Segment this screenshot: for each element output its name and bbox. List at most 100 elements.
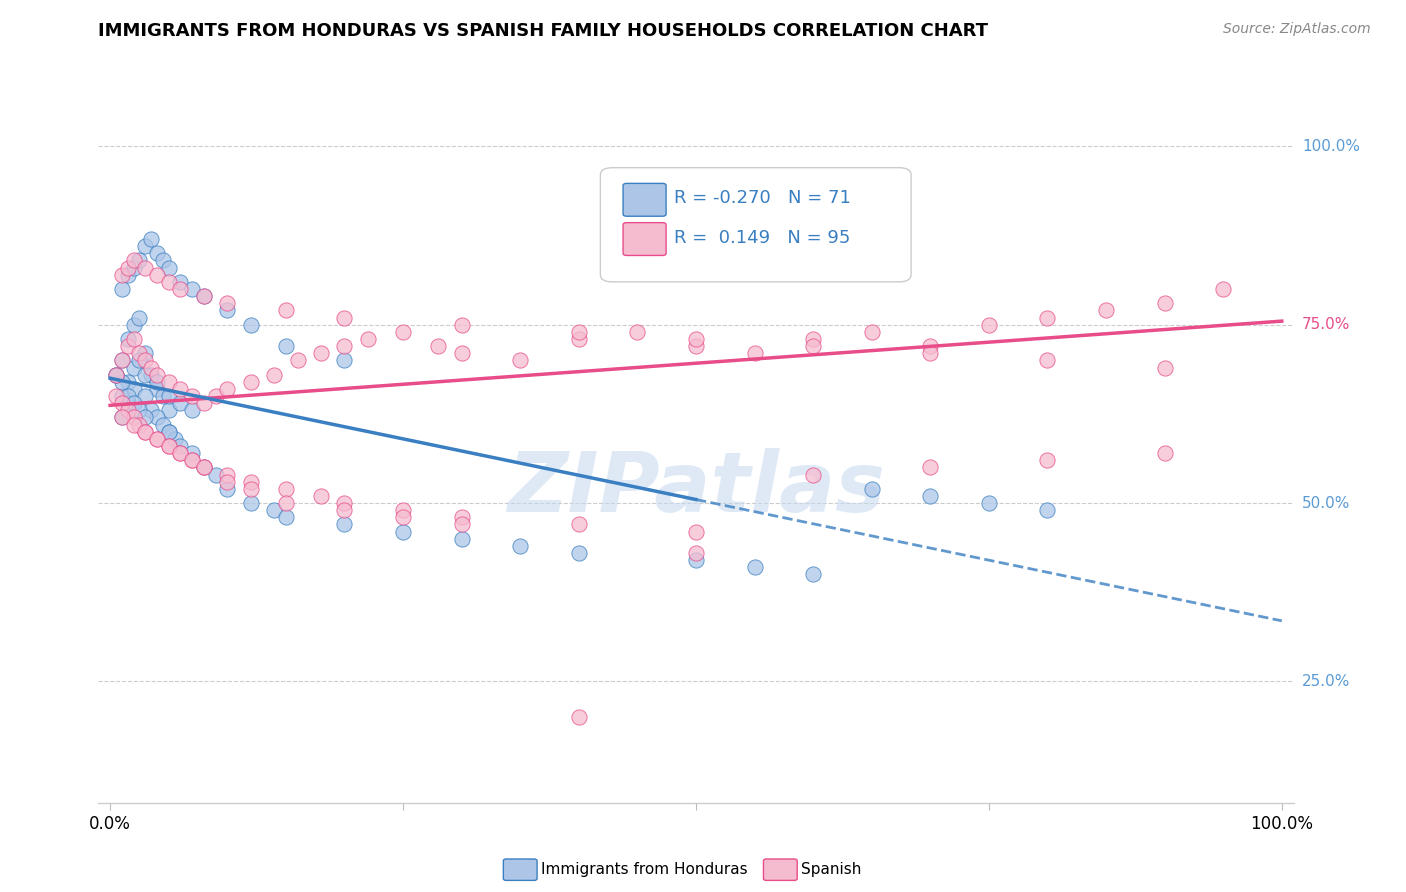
Point [122, 318, 145, 332]
Point [157, 403, 180, 417]
Point [181, 403, 204, 417]
Text: 100.0%: 100.0% [1302, 139, 1360, 153]
Text: ZIPatlas: ZIPatlas [508, 449, 884, 529]
Point [217, 467, 239, 482]
Point [685, 339, 707, 353]
Point [392, 524, 415, 539]
Point [122, 253, 145, 268]
Text: R =  0.149   N = 95: R = 0.149 N = 95 [675, 228, 851, 246]
Point [1212, 282, 1234, 296]
Point [217, 303, 239, 318]
Point [217, 296, 239, 310]
Point [193, 460, 215, 475]
Point [1153, 360, 1175, 375]
Point [568, 546, 591, 560]
Point [141, 368, 163, 382]
Point [105, 389, 128, 403]
Point [568, 710, 591, 724]
Point [274, 482, 297, 496]
Point [105, 368, 128, 382]
Point [134, 346, 156, 360]
Point [128, 346, 150, 360]
Text: IMMIGRANTS FROM HONDURAS VS SPANISH FAMILY HOUSEHOLDS CORRELATION CHART: IMMIGRANTS FROM HONDURAS VS SPANISH FAMI… [98, 22, 988, 40]
Point [122, 382, 145, 396]
Point [105, 368, 128, 382]
Point [1036, 353, 1059, 368]
Point [450, 532, 472, 546]
Point [860, 482, 883, 496]
Point [920, 346, 942, 360]
Point [685, 524, 707, 539]
Point [626, 325, 648, 339]
Point [193, 460, 215, 475]
Point [1036, 310, 1059, 325]
Point [157, 275, 180, 289]
Point [392, 503, 415, 517]
Point [239, 375, 262, 389]
Text: 25.0%: 25.0% [1302, 674, 1350, 689]
Point [274, 510, 297, 524]
Point [287, 353, 309, 368]
Point [181, 282, 204, 296]
Point [152, 417, 174, 432]
Point [357, 332, 380, 346]
Point [685, 546, 707, 560]
Point [122, 360, 145, 375]
Point [157, 375, 180, 389]
Point [193, 289, 215, 303]
Point [450, 510, 472, 524]
Point [163, 432, 186, 446]
Point [217, 475, 239, 489]
Point [509, 353, 531, 368]
Point [239, 482, 262, 496]
Point [134, 425, 156, 439]
Point [181, 453, 204, 467]
Point [146, 368, 169, 382]
Point [134, 368, 156, 382]
Point [333, 339, 356, 353]
Point [860, 325, 883, 339]
Point [111, 268, 134, 282]
Point [128, 310, 150, 325]
Point [685, 332, 707, 346]
Text: Spanish: Spanish [801, 863, 862, 877]
Point [122, 396, 145, 410]
Point [122, 417, 145, 432]
Point [1095, 303, 1118, 318]
Point [122, 260, 145, 275]
Point [685, 553, 707, 567]
Point [239, 318, 262, 332]
Point [204, 467, 226, 482]
Point [333, 496, 356, 510]
Point [450, 318, 472, 332]
Point [801, 567, 824, 582]
Point [105, 368, 128, 382]
Point [744, 346, 766, 360]
Point [111, 353, 134, 368]
Point [117, 268, 139, 282]
Point [801, 332, 824, 346]
Point [193, 289, 215, 303]
Point [169, 446, 191, 460]
Point [146, 432, 169, 446]
Point [128, 353, 150, 368]
Point [801, 339, 824, 353]
Point [111, 410, 134, 425]
FancyBboxPatch shape [623, 184, 666, 216]
Point [568, 517, 591, 532]
Point [141, 232, 163, 246]
Point [333, 503, 356, 517]
Point [111, 410, 134, 425]
Point [141, 403, 163, 417]
Point [111, 396, 134, 410]
Point [122, 332, 145, 346]
Point [450, 346, 472, 360]
Point [217, 382, 239, 396]
Point [146, 375, 169, 389]
Point [111, 282, 134, 296]
Text: 50.0%: 50.0% [1302, 496, 1350, 510]
Point [146, 268, 169, 282]
Point [181, 446, 204, 460]
Point [146, 246, 169, 260]
Point [157, 260, 180, 275]
